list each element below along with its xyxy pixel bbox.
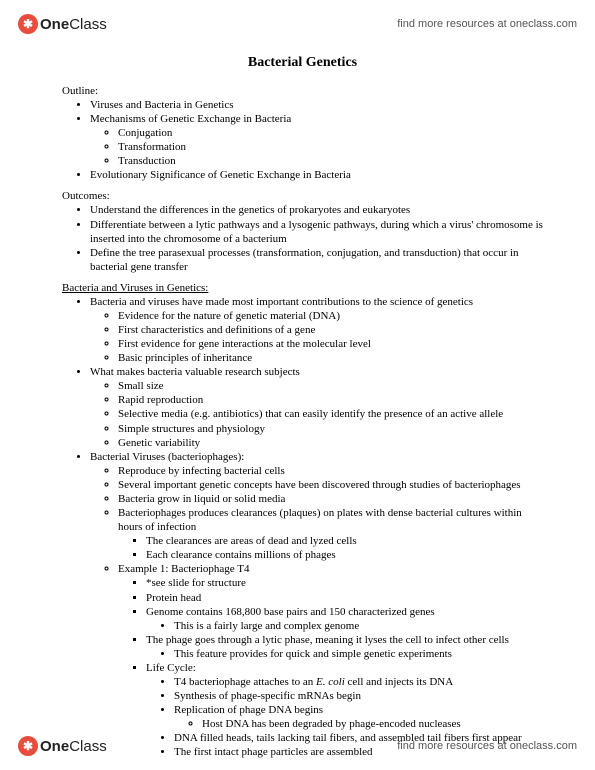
list-item: First evidence for gene interactions at …: [118, 337, 543, 351]
page-title: Bacterial Genetics: [62, 55, 543, 71]
footer-bar: ✱ OneClass find more resources at onecla…: [0, 730, 595, 770]
list-item: What makes bacteria valuable research su…: [90, 365, 543, 449]
list-item: Genome contains 168,800 base pairs and 1…: [146, 605, 543, 633]
list-item: Protein head: [146, 591, 543, 605]
list-item: Rapid reproduction: [118, 393, 543, 407]
bvg-list: Bacteria and viruses have made most impo…: [62, 295, 543, 760]
document-body: Bacterial Genetics Outline: Viruses and …: [62, 55, 543, 759]
list-item: Transduction: [118, 154, 543, 168]
list-item: Evidence for the nature of genetic mater…: [118, 309, 543, 323]
list-item: The phage goes through a lytic phase, me…: [146, 633, 543, 661]
logo-text: OneClass: [40, 738, 107, 755]
list-item: Several important genetic concepts have …: [118, 478, 543, 492]
list-item: Viruses and Bacteria in Genetics: [90, 98, 543, 112]
list-item: This feature provides for quick and simp…: [174, 647, 543, 661]
list-item: Evolutionary Significance of Genetic Exc…: [90, 168, 543, 182]
header-bar: ✱ OneClass find more resources at onecla…: [0, 0, 595, 40]
outline-heading: Outline:: [62, 85, 543, 97]
footer-tagline: find more resources at oneclass.com: [397, 740, 577, 752]
list-item: This is a fairly large and complex genom…: [174, 619, 543, 633]
logo-text: OneClass: [40, 16, 107, 33]
list-item: First characteristics and definitions of…: [118, 323, 543, 337]
list-item: Basic principles of inheritance: [118, 351, 543, 365]
list-item: Selective media (e.g. antibiotics) that …: [118, 407, 543, 421]
list-item: Bacterial Viruses (bacteriophages): Repr…: [90, 450, 543, 760]
list-item: Mechanisms of Genetic Exchange in Bacter…: [90, 112, 543, 168]
list-item: T4 bacteriophage attaches to an E. coli …: [174, 675, 543, 689]
logo-icon: ✱: [18, 14, 38, 34]
list-item: Differentiate between a lytic pathways a…: [90, 218, 543, 246]
list-item: Bacteria grow in liquid or solid media: [118, 492, 543, 506]
brand-logo-footer: ✱ OneClass: [18, 736, 107, 756]
list-item: Understand the differences in the geneti…: [90, 203, 543, 217]
outcomes-heading: Outcomes:: [62, 190, 543, 202]
bvg-heading: Bacteria and Viruses in Genetics:: [62, 282, 543, 294]
list-item: Define the tree parasexual processes (tr…: [90, 246, 543, 274]
list-item: Genetic variability: [118, 436, 543, 450]
list-item: *see slide for structure: [146, 576, 543, 590]
list-item: Bacteriophages produces clearances (plaq…: [118, 506, 543, 562]
list-item: Conjugation: [118, 126, 543, 140]
list-item: Reproduce by infecting bacterial cells: [118, 464, 543, 478]
list-item: Simple structures and physiology: [118, 422, 543, 436]
logo-icon: ✱: [18, 736, 38, 756]
outline-list: Viruses and Bacteria in Genetics Mechani…: [62, 98, 543, 182]
list-item: Replication of phage DNA begins Host DNA…: [174, 703, 543, 731]
list-item: Small size: [118, 379, 543, 393]
list-item: Transformation: [118, 140, 543, 154]
brand-logo: ✱ OneClass: [18, 14, 107, 34]
header-tagline: find more resources at oneclass.com: [397, 18, 577, 30]
list-item: Bacteria and viruses have made most impo…: [90, 295, 543, 365]
list-item: The clearances are areas of dead and lyz…: [146, 534, 543, 548]
list-item: Each clearance contains millions of phag…: [146, 548, 543, 562]
list-item: Synthesis of phage-specific mRNAs begin: [174, 689, 543, 703]
outcomes-list: Understand the differences in the geneti…: [62, 203, 543, 273]
